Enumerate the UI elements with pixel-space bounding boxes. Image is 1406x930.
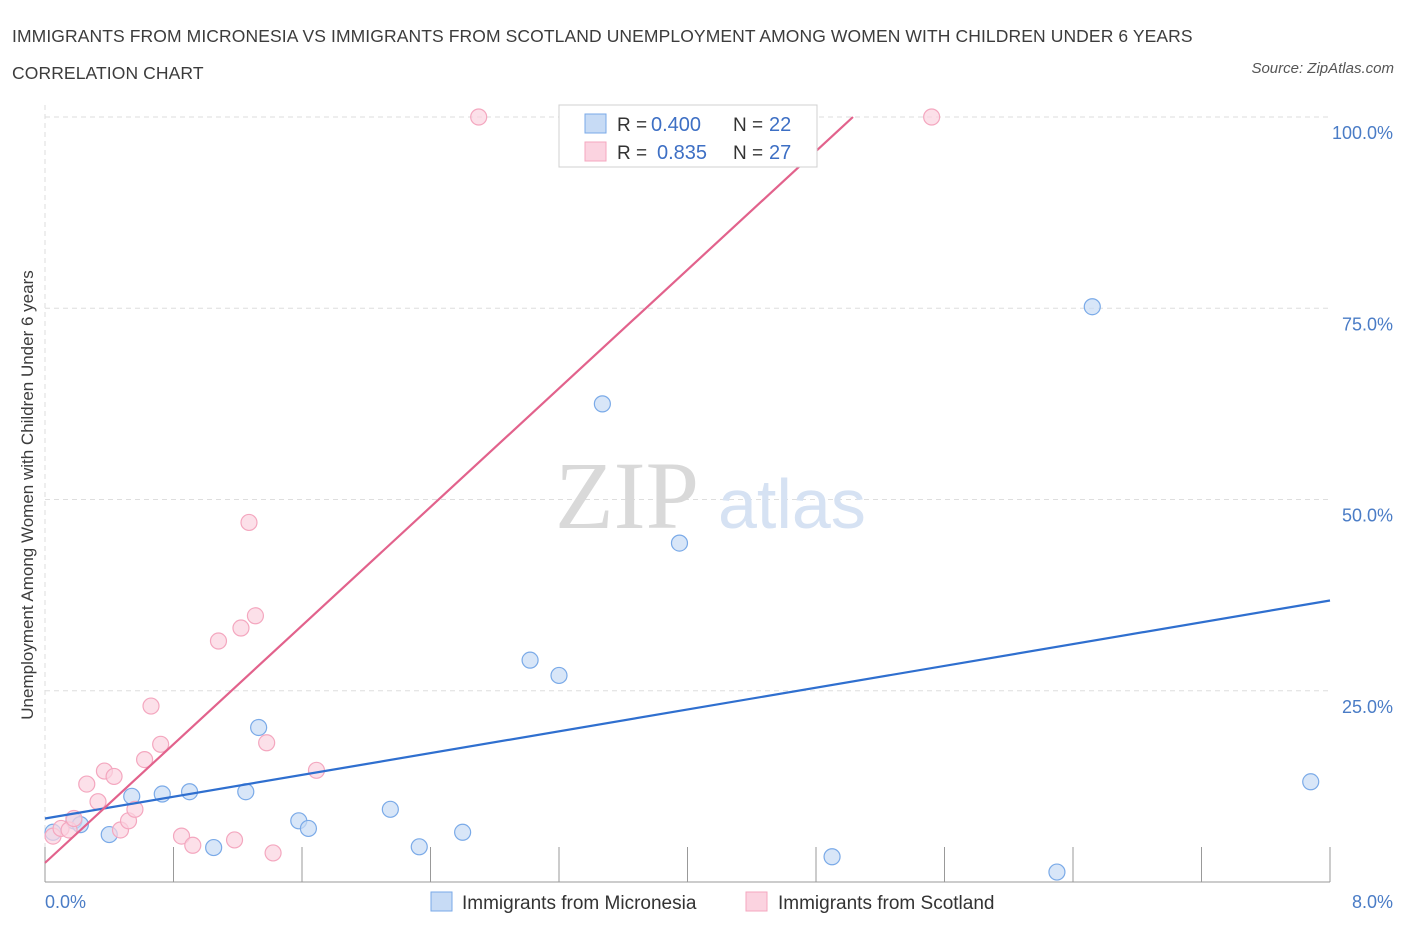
y-tick-label-0: 100.0% xyxy=(1332,123,1393,143)
legend-r-label-micronesia: R = xyxy=(617,115,647,136)
point-micronesia-15 xyxy=(521,651,539,669)
point-scotland-4 xyxy=(78,775,96,793)
series-legend-swatch-scotland xyxy=(745,891,768,912)
point-micronesia-11 xyxy=(299,819,318,838)
legend-swatch-micronesia xyxy=(584,113,607,134)
point-scotland-16 xyxy=(209,632,228,650)
y-tick-label-3: 25.0% xyxy=(1342,697,1393,717)
watermark: ZIP atlas xyxy=(555,442,866,549)
watermark-zip: ZIP xyxy=(555,442,699,549)
chart-source: Source: ZipAtlas.com xyxy=(1251,60,1394,77)
legend-r-label-scotland: R = xyxy=(617,143,647,164)
legend-n-label-micronesia: N = xyxy=(733,115,763,136)
point-micronesia-7 xyxy=(205,838,223,857)
legend-n-value-micronesia: 22 xyxy=(769,114,791,136)
point-scotland-19 xyxy=(240,513,258,532)
legend-swatch-scotland xyxy=(584,141,607,162)
point-micronesia-21 xyxy=(1048,863,1066,881)
point-micronesia-14 xyxy=(454,823,472,841)
point-scotland-11 xyxy=(135,750,154,769)
legend-r-value-scotland: 0.835 xyxy=(657,142,707,164)
y-axis-label: Unemployment Among Women with Children U… xyxy=(18,270,37,719)
point-scotland-17 xyxy=(225,831,244,849)
legend-n-label-scotland: N = xyxy=(733,143,763,164)
point-scotland-20 xyxy=(246,607,265,625)
point-micronesia-19 xyxy=(823,848,841,866)
point-scotland-23 xyxy=(307,761,326,779)
point-micronesia-9 xyxy=(250,718,268,737)
correlation-legend: R = 0.400 N = 22 R = 0.835 N = 27 xyxy=(558,104,818,168)
y-tick-label-2: 50.0% xyxy=(1342,506,1393,526)
trend-line-scotland xyxy=(44,116,854,864)
x-tick-marks xyxy=(44,847,1331,882)
point-micronesia-18 xyxy=(670,534,689,552)
point-scotland-24 xyxy=(470,108,488,126)
legend-r-value-micronesia: 0.400 xyxy=(651,114,701,136)
series-legend-swatch-micronesia xyxy=(430,891,453,912)
y-tick-label-1: 75.0% xyxy=(1342,314,1393,334)
point-scotland-13 xyxy=(152,735,170,753)
point-scotland-21 xyxy=(258,734,276,752)
point-micronesia-16 xyxy=(550,666,568,685)
point-micronesia-20 xyxy=(1083,298,1101,316)
point-scotland-25 xyxy=(923,108,941,126)
series-legend-label-micronesia: Immigrants from Micronesia xyxy=(462,893,697,914)
series-legend: Immigrants from Micronesia Immigrants fr… xyxy=(430,891,994,914)
point-micronesia-6 xyxy=(180,783,199,801)
point-scotland-22 xyxy=(264,844,282,862)
point-micronesia-13 xyxy=(410,838,428,856)
point-scotland-7 xyxy=(105,767,123,786)
chart-title: IMMIGRANTS FROM MICRONESIA VS IMMIGRANTS… xyxy=(12,26,1193,83)
point-scotland-14 xyxy=(172,827,191,845)
x-tick-label-min: 0.0% xyxy=(45,892,86,912)
series-legend-label-scotland: Immigrants from Scotland xyxy=(778,893,994,914)
point-micronesia-22 xyxy=(1302,773,1320,791)
trend-line-micronesia xyxy=(44,599,1331,820)
point-micronesia-17 xyxy=(593,395,611,413)
legend-n-value-scotland: 27 xyxy=(769,142,791,164)
trend-lines xyxy=(44,116,1331,864)
point-scotland-12 xyxy=(142,697,160,715)
point-scotland-15 xyxy=(184,836,202,854)
data-points xyxy=(44,108,1320,881)
point-scotland-10 xyxy=(126,800,144,818)
watermark-atlas: atlas xyxy=(718,465,866,543)
x-tick-label-max: 8.0% xyxy=(1352,892,1393,912)
y-tick-labels: 100.0% 75.0% 50.0% 25.0% xyxy=(1332,123,1393,717)
point-micronesia-12 xyxy=(381,800,399,818)
point-scotland-18 xyxy=(232,619,250,637)
